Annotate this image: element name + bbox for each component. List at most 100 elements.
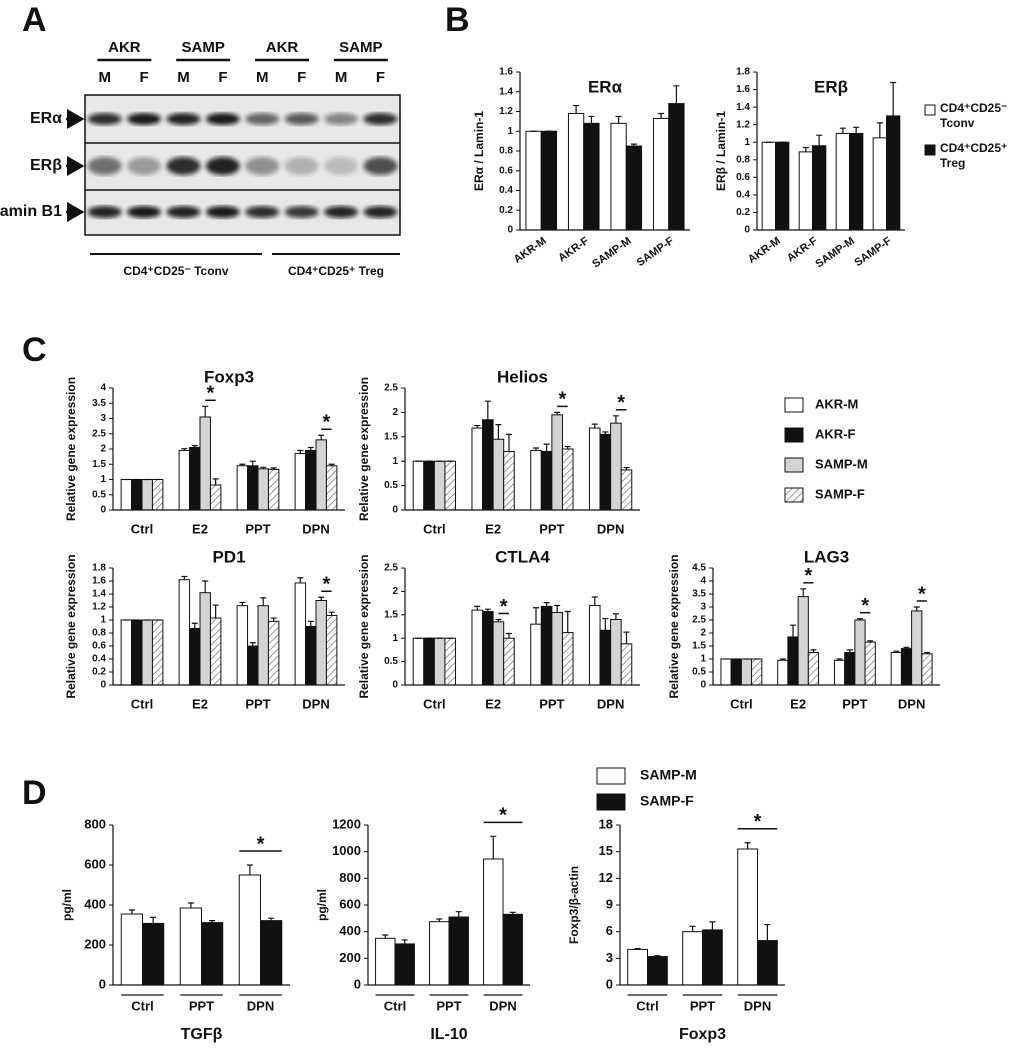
- panel-label: D: [22, 774, 47, 812]
- bar: [236, 605, 249, 686]
- bar: [849, 132, 864, 231]
- bar: [502, 913, 523, 986]
- blot-lane: M: [98, 69, 111, 86]
- bar: [530, 449, 542, 511]
- y-tick-label: 12: [599, 870, 613, 885]
- error-bar: [239, 601, 246, 606]
- y-tick-label: 0: [392, 680, 398, 691]
- blot-lane: M: [177, 69, 190, 86]
- legend-label: AKR-M: [815, 396, 858, 411]
- error-bar: [181, 575, 188, 580]
- bar: [627, 948, 649, 986]
- error-bar: [573, 104, 580, 114]
- error-bar: [612, 613, 619, 620]
- y-tick-label: 1.6: [736, 84, 750, 95]
- error-bar: [191, 445, 198, 448]
- blot-band: [127, 206, 162, 218]
- significance-label: *: [323, 412, 331, 434]
- bar: [807, 652, 820, 686]
- error-bar: [890, 81, 897, 116]
- legend-label: SAMP-M: [640, 767, 697, 783]
- bar: [199, 416, 211, 511]
- legend-swatch: [596, 767, 626, 785]
- y-tick-label: 3.5: [692, 589, 706, 600]
- error-bar: [307, 620, 314, 627]
- error-bar: [150, 916, 157, 924]
- bar: [844, 652, 856, 686]
- error-bar: [853, 126, 860, 134]
- bar: [131, 619, 143, 686]
- blot-band: [324, 157, 359, 175]
- bar: [305, 450, 317, 511]
- bar: [854, 619, 866, 686]
- blot-band: [166, 206, 201, 218]
- error-bar: [212, 478, 219, 485]
- x-tick-label: Ctrl: [730, 696, 752, 711]
- y-tick-label: 0.5: [384, 656, 398, 667]
- error-bar: [307, 446, 314, 451]
- error-bar: [612, 415, 619, 424]
- x-tick-label: Ctrl: [423, 521, 445, 536]
- legend-label: CD4⁺CD25⁻ Tconv: [940, 101, 1008, 130]
- significance-label: *: [754, 811, 762, 833]
- bar: [682, 931, 704, 986]
- bar: [647, 956, 668, 986]
- error-bar: [744, 842, 751, 849]
- y-tick-label: 1.5: [92, 459, 106, 470]
- blot-band: [87, 113, 122, 125]
- blot-band: [324, 113, 359, 125]
- legend-label: SAMP-F: [640, 793, 694, 809]
- x-tick-label: Ctrl: [636, 998, 658, 1013]
- error-bar: [588, 115, 595, 124]
- bar: [812, 145, 827, 231]
- blot-group: SAMP: [182, 39, 225, 56]
- chart-title: PD1: [212, 547, 245, 566]
- blot-band: [127, 113, 162, 125]
- bar: [551, 414, 563, 511]
- blot-band: [127, 157, 162, 175]
- error-bar: [128, 909, 135, 914]
- bar: [267, 468, 280, 511]
- y-tick-label: 0: [354, 976, 361, 991]
- y-tick-label: 1.2: [736, 119, 750, 130]
- bar: [900, 648, 913, 686]
- error-bar: [202, 580, 209, 593]
- y-tick-label: 1: [392, 633, 398, 644]
- y-tick-label: 2.5: [384, 383, 398, 394]
- legend-swatch: [924, 144, 936, 156]
- error-bar: [634, 947, 641, 950]
- y-tick-label: 1: [100, 474, 106, 485]
- y-tick-label: 200: [84, 936, 106, 951]
- y-tick-label: 0.4: [736, 190, 750, 201]
- bar: [588, 427, 601, 511]
- y-tick-label: 18: [599, 816, 613, 831]
- bar: [471, 609, 484, 686]
- y-tick-label: 0.6: [736, 172, 750, 183]
- y-axis-label: Relative gene expression: [64, 554, 78, 698]
- bar: [444, 637, 457, 686]
- x-tick-label: DPN: [489, 998, 516, 1013]
- blot-row-label: ERβ: [30, 157, 62, 174]
- legend-swatch: [784, 427, 804, 443]
- bar: [740, 658, 753, 686]
- bar: [260, 920, 283, 986]
- error-bar: [249, 642, 256, 646]
- bar: [151, 479, 164, 511]
- error-bar: [495, 618, 502, 622]
- error-bar: [401, 939, 408, 944]
- bar: [471, 427, 484, 511]
- y-tick-label: 1: [744, 137, 750, 148]
- y-tick-label: 1000: [332, 843, 361, 858]
- bar: [178, 450, 191, 511]
- bar: [503, 637, 515, 686]
- x-tick-label: SAMP-M: [813, 235, 856, 270]
- y-tick-label: 0: [100, 505, 106, 516]
- bar: [412, 637, 425, 686]
- bar: [668, 103, 685, 231]
- y-tick-label: 2: [392, 586, 398, 597]
- bar: [423, 637, 435, 686]
- y-tick-label: 800: [84, 816, 106, 831]
- y-tick-label: 0: [700, 680, 706, 691]
- x-tick-label: PPT: [245, 696, 270, 711]
- x-tick-label: DPN: [597, 521, 624, 536]
